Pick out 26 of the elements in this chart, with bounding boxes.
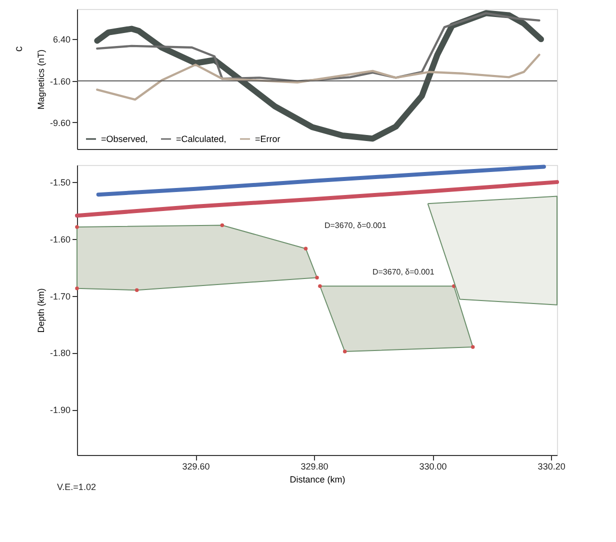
text: V.E.=1.02 [57,482,96,492]
y-tick-label: -1.60 [50,76,70,86]
y-tick-label: -1.80 [50,348,70,358]
y-axis-title: Depth (km) [36,288,46,333]
y-axis-title: Magnetics (nT) [36,49,46,110]
y-tick-label: -1.50 [50,178,70,188]
line-series [96,164,546,197]
text: c [13,46,25,52]
line-series [96,54,540,101]
x-tick-label: 330.00 [419,462,447,472]
y-tick-label: -1.90 [50,405,70,416]
y-tick-label: -9.60 [50,118,70,128]
line-series [96,12,540,82]
legend-label: =Observed, [101,134,148,144]
x-tick-label: 330.20 [538,462,566,472]
line-series [75,180,559,218]
y-tick-label: 6.40 [52,34,70,45]
legend-label: =Error [255,134,280,144]
x-tick-label: 329.80 [300,462,328,472]
legend-label: =Calculated, [176,134,226,144]
annotation: D=3670, δ=0.001 [324,220,387,230]
x-axis-title: Distance (km) [290,474,346,484]
y-tick-label: -1.70 [50,291,70,302]
x-tick-label: 329.60 [182,462,210,472]
y-tick-label: -1.60 [50,234,70,244]
annotation: D=3670, δ=0.001 [372,267,435,276]
